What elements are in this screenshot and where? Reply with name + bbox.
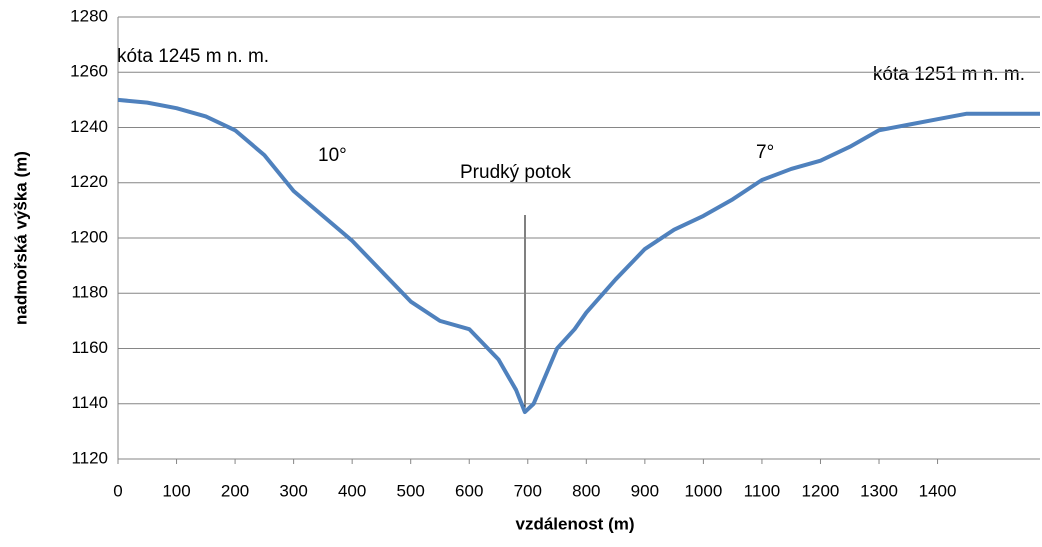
y-tick-label: 1140 [71,393,108,412]
annotation: kóta 1251 m n. m. [873,64,1025,85]
x-tick-label: 700 [514,481,542,500]
annotation: kóta 1245 m n. m. [117,46,269,67]
x-tick-label: 1000 [684,481,722,500]
x-tick-label: 1100 [744,481,781,500]
y-tick-label: 1200 [70,227,108,246]
y-tick-label: 1180 [71,283,108,302]
y-tick-label: 1240 [70,117,108,136]
annotation: Prudký potok [460,162,571,183]
x-tick-label: 1200 [802,481,840,500]
x-tick-label: 200 [221,481,249,500]
y-tick-label: 1220 [70,172,108,191]
x-tick-label: 1400 [919,481,957,500]
y-tick-label: 1280 [70,6,108,25]
annotation: 10° [318,145,347,166]
y-axis-title: nadmořská výška (m) [11,151,30,325]
x-tick-label: 400 [338,481,366,500]
y-tick-label: 1160 [71,338,108,357]
x-tick-label: 1300 [860,481,898,500]
y-tick-label: 1120 [71,448,108,467]
x-tick-label: 300 [279,481,307,500]
x-tick-label: 600 [455,481,483,500]
y-tick-label: 1260 [70,62,108,81]
x-axis-title: vzdálenost (m) [515,514,634,533]
x-tick-label: 100 [162,481,190,500]
annotation: 7° [756,142,774,163]
x-tick-label: 500 [397,481,425,500]
x-tick-label: 0 [113,481,122,500]
x-tick-label: 900 [631,481,659,500]
line-series [117,97,1040,415]
x-tick-label: 800 [572,481,600,500]
